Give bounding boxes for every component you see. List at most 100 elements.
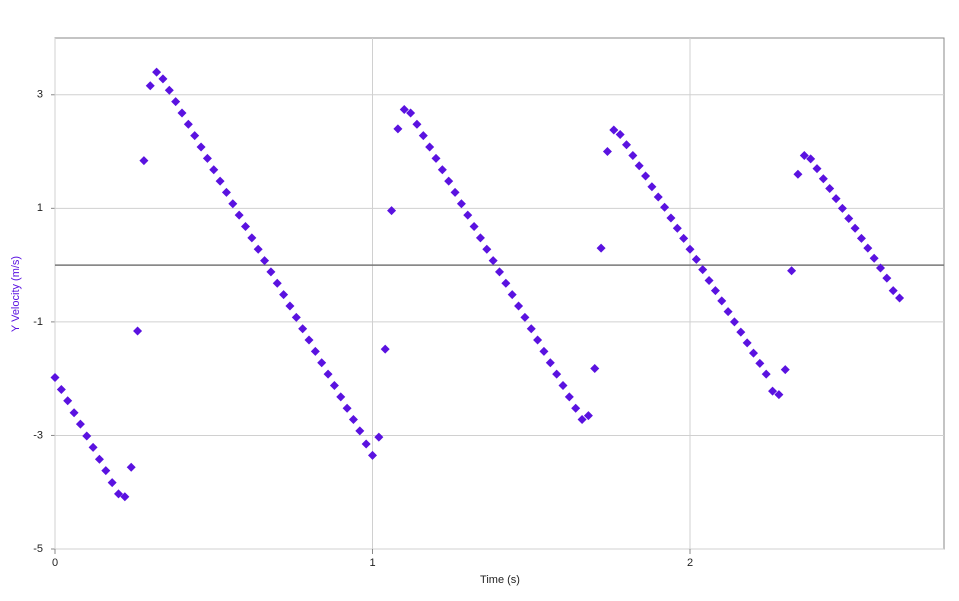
data-point — [647, 182, 657, 192]
x-tick-label: 2 — [687, 557, 693, 569]
data-point — [114, 489, 123, 499]
data-point — [285, 301, 295, 311]
data-point — [882, 273, 892, 283]
data-point — [183, 119, 193, 129]
data-point — [761, 369, 771, 379]
y-tick-label: -5 — [33, 543, 43, 555]
data-point — [704, 275, 714, 285]
data-point — [291, 312, 301, 322]
data-point — [56, 384, 66, 394]
data-point — [336, 392, 346, 402]
data-point — [831, 194, 841, 204]
data-point — [152, 67, 162, 77]
data-point — [850, 223, 860, 233]
data-point — [387, 206, 397, 216]
data-point — [120, 492, 130, 502]
data-point — [456, 199, 466, 209]
data-point — [564, 392, 574, 402]
data-point — [729, 317, 739, 327]
data-point — [691, 254, 701, 264]
data-point — [437, 165, 447, 175]
data-point — [545, 358, 555, 368]
data-point — [380, 344, 390, 354]
data-point — [679, 233, 689, 243]
x-tick-label: 1 — [369, 557, 375, 569]
data-point — [171, 97, 181, 107]
data-point — [488, 256, 498, 266]
data-point — [653, 192, 663, 202]
data-point — [202, 153, 212, 163]
data-point — [177, 108, 187, 118]
data-point — [710, 286, 720, 296]
data-point — [145, 81, 155, 91]
data-point — [780, 365, 790, 375]
data-point — [628, 151, 638, 161]
data-point — [876, 263, 885, 273]
data-point — [869, 253, 879, 263]
data-point — [482, 244, 492, 254]
data-point — [298, 324, 308, 334]
data-point — [787, 266, 797, 276]
data-point — [50, 373, 60, 383]
data-point — [602, 147, 612, 157]
data-point — [221, 187, 231, 197]
data-point — [304, 335, 314, 345]
data-point — [399, 105, 409, 115]
data-point — [425, 142, 435, 152]
data-point — [844, 214, 854, 224]
data-point — [799, 151, 809, 161]
data-point — [431, 153, 441, 163]
data-point — [393, 124, 403, 134]
data-point — [583, 411, 593, 421]
data-point — [552, 369, 562, 379]
data-point — [75, 419, 85, 429]
data-point — [507, 290, 517, 300]
data-point — [310, 346, 320, 356]
data-point — [317, 358, 327, 368]
data-point — [475, 233, 485, 243]
data-point — [590, 363, 600, 373]
data-point — [666, 213, 676, 223]
data-point — [69, 408, 79, 418]
data-point — [520, 312, 530, 322]
data-point — [241, 222, 250, 232]
data-point — [526, 324, 536, 334]
data-point — [133, 326, 143, 336]
data-point — [82, 431, 92, 441]
data-point — [660, 202, 670, 212]
data-point — [615, 130, 625, 140]
y-tick-label: -3 — [33, 429, 43, 441]
data-point — [768, 386, 778, 396]
data-point — [863, 243, 873, 253]
data-point — [126, 462, 136, 472]
y-tick-label: 1 — [37, 202, 43, 214]
data-point — [533, 335, 543, 345]
data-point — [374, 432, 384, 442]
data-point — [101, 466, 111, 476]
data-point — [495, 267, 504, 277]
data-point — [279, 290, 289, 300]
data-point — [190, 131, 200, 141]
data-point — [501, 278, 511, 288]
data-point — [672, 223, 682, 233]
data-point — [272, 278, 282, 288]
data-point — [139, 156, 149, 166]
data-point — [412, 119, 422, 129]
data-point — [596, 243, 606, 253]
data-point — [825, 183, 835, 193]
data-point — [215, 176, 225, 186]
data-point — [698, 265, 708, 275]
data-point — [793, 169, 803, 179]
data-point — [622, 140, 631, 150]
data-point — [774, 390, 784, 400]
data-point — [247, 233, 257, 243]
y-tick-label: 3 — [37, 89, 43, 101]
data-point — [634, 161, 644, 171]
data-point — [158, 74, 168, 84]
data-point — [107, 478, 117, 488]
data-point — [723, 307, 733, 317]
data-point — [742, 338, 752, 348]
data-point — [444, 176, 454, 186]
data-point — [577, 415, 587, 425]
